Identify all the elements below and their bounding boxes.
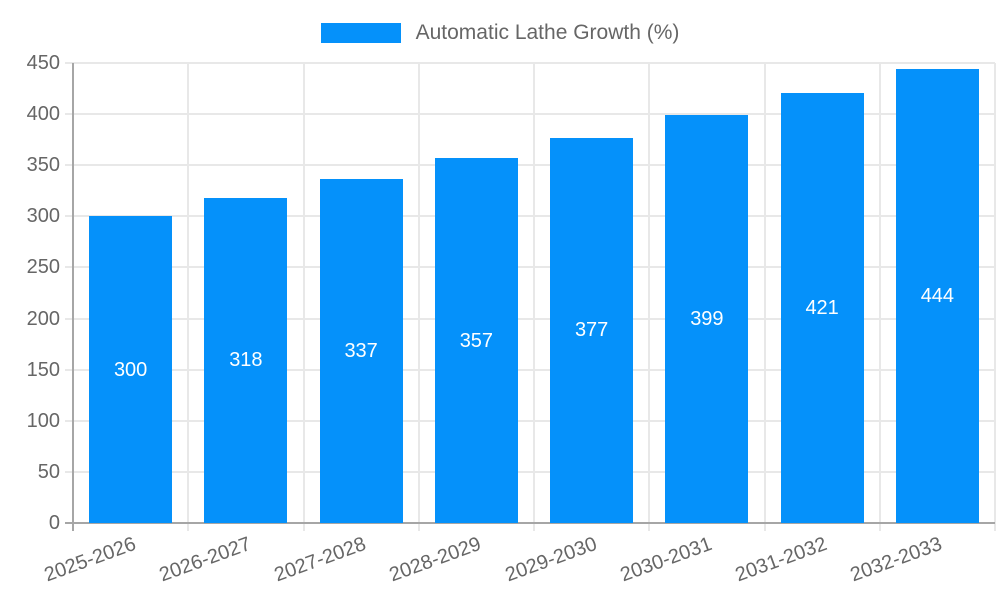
gridline-vertical [533, 63, 535, 531]
y-axis-tick-label: 100 [26, 409, 60, 432]
gridline-horizontal [65, 215, 995, 218]
bar-value-label: 377 [574, 319, 609, 342]
bar[interactable] [319, 178, 403, 523]
bar[interactable] [550, 137, 634, 523]
bar-value-label: 444 [920, 285, 955, 308]
y-axis-tick-label: 50 [37, 460, 60, 483]
bar-value-label: 318 [229, 349, 263, 372]
y-axis-tick-label: 400 [26, 103, 60, 126]
bar[interactable] [895, 69, 979, 523]
x-axis-line [65, 522, 995, 524]
y-axis-tick-label: 200 [26, 307, 60, 330]
y-axis-tick-label: 250 [26, 256, 60, 279]
gridline-horizontal [65, 164, 995, 167]
bar-value-label: 337 [344, 339, 378, 362]
gridline-vertical [187, 63, 190, 531]
bar-value-label: 357 [459, 329, 494, 352]
y-axis-tick-label: 350 [26, 154, 60, 177]
bar[interactable] [204, 197, 288, 523]
gridline-horizontal [65, 62, 995, 64]
bar-value-label: 300 [113, 358, 148, 381]
gridline-horizontal [65, 368, 995, 371]
gridline-horizontal [65, 419, 995, 422]
bar[interactable] [434, 158, 518, 523]
chart-legend[interactable]: Automatic Lathe Growth (%) [0, 21, 1000, 45]
gridline-vertical [648, 63, 651, 531]
gridline-vertical [994, 63, 996, 531]
y-axis-tick-label: 450 [26, 52, 60, 74]
gridline-vertical [417, 63, 420, 531]
gridline-horizontal [65, 266, 995, 269]
bar-value-label: 421 [805, 296, 839, 319]
bar[interactable] [780, 92, 864, 523]
gridline-horizontal [65, 317, 995, 320]
gridline-vertical [878, 63, 881, 531]
y-axis-tick-label: 300 [26, 205, 60, 228]
gridline-horizontal [65, 113, 995, 116]
legend-swatch-icon [320, 23, 401, 43]
gridline-vertical [763, 63, 766, 531]
gridline-vertical [302, 63, 305, 531]
y-axis-tick-label: 0 [48, 512, 60, 534]
y-axis-line [72, 63, 74, 531]
legend-label: Automatic Lathe Growth (%) [415, 21, 680, 44]
bar[interactable] [89, 216, 173, 523]
bar[interactable] [665, 115, 749, 523]
y-axis-tick-label: 150 [26, 358, 60, 381]
gridline-horizontal [65, 470, 995, 473]
bar-value-label: 399 [690, 308, 724, 331]
